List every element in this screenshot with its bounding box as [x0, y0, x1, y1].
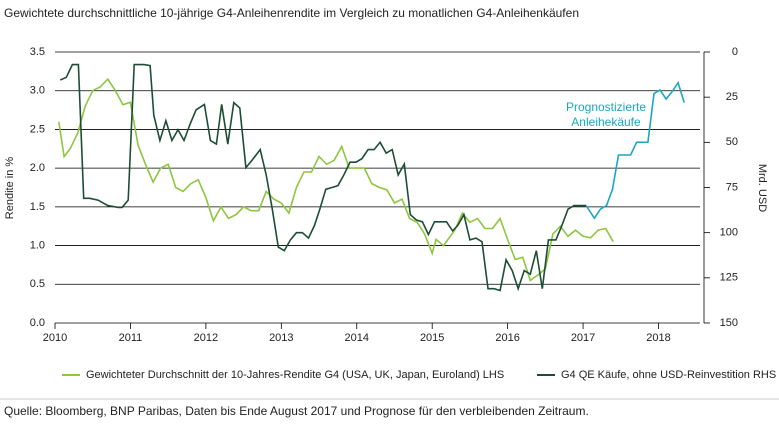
x-tick-label: 2014	[345, 332, 369, 344]
y-tick-label: 2.5	[30, 123, 45, 135]
y2-tick-label: 50	[726, 136, 738, 148]
y2-tick-label: 125	[720, 272, 738, 284]
series-line	[58, 77, 614, 282]
x-tick-label: 2017	[571, 332, 595, 344]
annotation: Prognostizierte	[566, 100, 646, 114]
source-note: Quelle: Bloomberg, BNP Paribas, Daten bi…	[4, 404, 589, 418]
x-tick-label: 2013	[269, 332, 293, 344]
x-tick-label: 2016	[495, 332, 519, 344]
x-tick-label: 2012	[194, 332, 218, 344]
y-tick-label: 0.5	[30, 278, 45, 290]
legend-label: Gewichteter Durchschnitt der 10-Jahres-R…	[86, 369, 504, 381]
y2-tick-label: 0	[732, 46, 738, 58]
y-tick-label: 3.5	[30, 46, 45, 58]
chart-title: Gewichtete durchschnittliche 10-jährige …	[4, 6, 579, 20]
x-tick-label: 2015	[420, 332, 444, 344]
annotation: Anleihekäufe	[571, 115, 641, 129]
y2-tick-label: 75	[726, 181, 738, 193]
x-tick-label: 2011	[119, 332, 143, 344]
y2-tick-label: 25	[726, 91, 738, 103]
y-axis-label: Rendite in %	[4, 157, 16, 220]
series-line	[585, 80, 685, 220]
y2-axis-label: Mrd. USD	[756, 164, 768, 212]
y-tick-label: 0.0	[30, 317, 45, 329]
y-tick-label: 1.5	[30, 201, 45, 213]
x-tick-label: 2018	[646, 332, 670, 344]
legend-label: G4 QE Käufe, ohne USD-Reinvestition RHS	[561, 369, 776, 381]
series-line	[59, 63, 587, 292]
y2-tick-label: 150	[720, 317, 738, 329]
y-tick-label: 3.0	[30, 85, 45, 97]
y-tick-label: 1.0	[30, 239, 45, 251]
x-tick-label: 2010	[43, 332, 67, 344]
y2-tick-label: 100	[720, 227, 738, 239]
y-tick-label: 2.0	[30, 162, 45, 174]
